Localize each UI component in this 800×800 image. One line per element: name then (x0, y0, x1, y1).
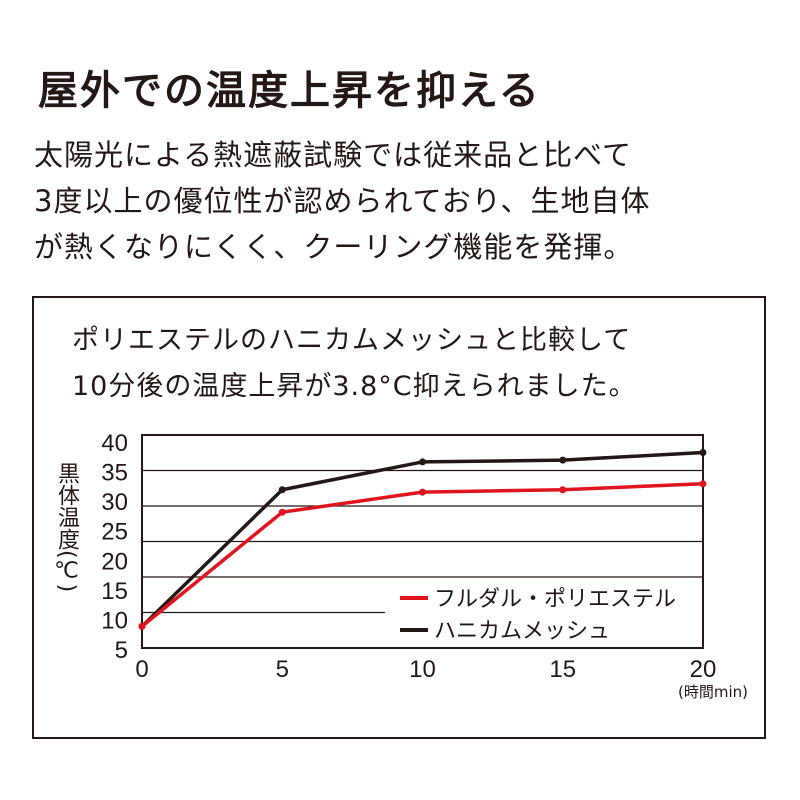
data-point (278, 486, 286, 494)
x-tick-label: 0 (135, 656, 148, 683)
y-tick-label: 40 (101, 430, 128, 457)
x-axis-label: (時間min) (678, 683, 748, 701)
page-title: 屋外での温度上昇を抑える (38, 68, 541, 114)
data-point (278, 508, 286, 516)
y-tick-label: 30 (101, 489, 128, 516)
description-line: 太陽光による熱遮蔽試験では従来品と比べて (34, 138, 632, 172)
legend-label: フルダル・ポリエステル (434, 587, 676, 612)
plot-area (141, 434, 704, 649)
legend-label: ハニカムメッシュ (434, 619, 610, 644)
y-tick-label: 5 (115, 637, 128, 664)
y-axis-label: 黒体温度(℃) (54, 462, 79, 593)
x-tick-label: 20 (690, 656, 717, 683)
chart-frame (32, 296, 766, 739)
x-tick-label: 15 (549, 656, 576, 683)
x-tick-label: 10 (409, 656, 436, 683)
x-tick-label: 5 (276, 656, 289, 683)
y-tick-label: 25 (101, 519, 128, 546)
data-point (559, 456, 567, 464)
description-line: 3度以上の優位性が認められており、生地自体 (34, 184, 651, 218)
y-tick-label: 10 (101, 607, 128, 634)
data-point (419, 458, 426, 466)
chart-subtitle-line: 10分後の温度上昇が3.8°C抑えられました。 (72, 371, 637, 402)
y-tick-label: 20 (101, 548, 128, 575)
data-point (699, 480, 707, 488)
chart-subtitle-line: ポリエステルのハニカムメッシュと比較して (72, 325, 632, 356)
y-tick-label: 15 (101, 578, 128, 605)
description: 太陽光による熱遮蔽試験では従来品と比べて 3度以上の優位性が認められており、生地… (34, 132, 651, 270)
data-point (699, 448, 707, 456)
data-point (138, 622, 146, 630)
description-line: が熱くなりにくく、クーリング機能を発揮。 (34, 230, 634, 264)
y-tick-label: 35 (101, 460, 128, 487)
data-point (559, 486, 567, 494)
data-point (419, 488, 426, 496)
chart-subtitle: ポリエステルのハニカムメッシュと比較して 10分後の温度上昇が3.8°C抑えられ… (72, 318, 637, 410)
